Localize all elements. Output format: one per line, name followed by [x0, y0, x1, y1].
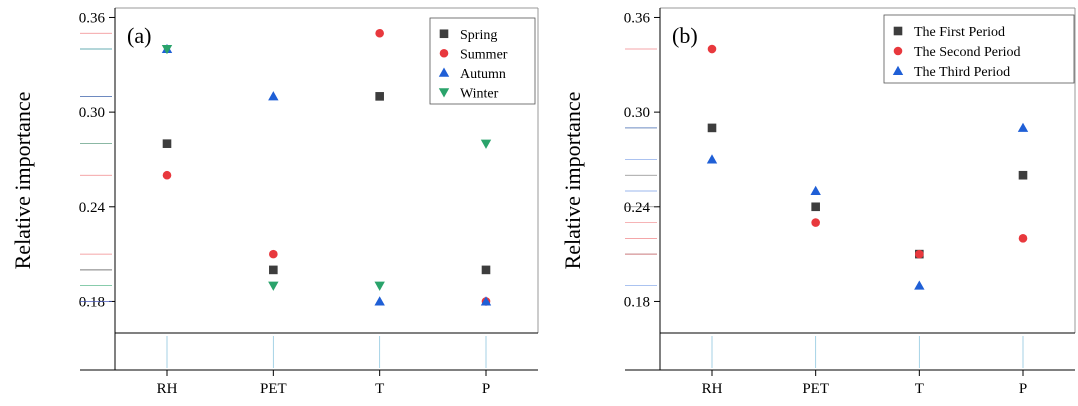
data-point — [268, 281, 279, 291]
data-point — [269, 265, 278, 275]
y-tick-label: 0.24 — [624, 200, 651, 216]
legend-marker — [439, 48, 449, 58]
y-tick-label: 0.30 — [624, 105, 650, 121]
data-point — [374, 281, 385, 291]
series-spring — [162, 92, 491, 275]
x-tick-label: RH — [157, 381, 178, 397]
y-tick-label: 0.36 — [624, 10, 651, 26]
x-tick-label: PET — [802, 381, 829, 397]
data-point — [707, 44, 717, 54]
chart-panel-2: 0.18 0.24 0.30 0.36 Relative importance RH PET… — [560, 7, 1076, 397]
data-point — [810, 185, 821, 196]
data-point — [707, 123, 717, 133]
data-point — [480, 296, 492, 306]
series-the-first-period — [707, 123, 1028, 259]
legend-marker — [892, 65, 904, 75]
data-point — [480, 139, 492, 149]
series-the-third-period — [706, 122, 1029, 290]
y-tick-label: 0.30 — [79, 105, 105, 121]
panel-label: (a) — [127, 23, 151, 48]
data-point — [1018, 170, 1028, 180]
legend-marker — [893, 26, 903, 36]
legend-marker — [893, 46, 903, 56]
x-tick-label: P — [1019, 381, 1027, 397]
data-point — [374, 296, 385, 306]
data-point — [269, 249, 278, 259]
legend-label: The First Period — [914, 25, 1005, 40]
legend-marker — [438, 88, 450, 98]
data-point — [811, 202, 820, 212]
y-axis-title: Relative importance — [10, 92, 35, 270]
data-point — [375, 92, 384, 101]
legend-box — [883, 14, 1075, 84]
data-point — [1018, 234, 1028, 243]
x-tick-label: T — [915, 381, 924, 397]
data-point — [481, 265, 491, 275]
data-point — [161, 45, 173, 55]
x-tick-label: PET — [260, 381, 287, 397]
series-winter — [161, 45, 492, 291]
legend-label: Winter — [460, 86, 499, 101]
y-axis-title: Relative importance — [560, 92, 585, 270]
y-tick-label: 0.24 — [79, 200, 106, 216]
data-point — [811, 218, 820, 227]
data-point — [706, 154, 718, 164]
legend-label: Spring — [460, 28, 497, 43]
legend-label: The Third Period — [914, 65, 1010, 80]
series-the-second-period — [707, 44, 1028, 259]
panel-label: (b) — [672, 23, 698, 48]
legend-label: The Second Period — [914, 45, 1021, 60]
y-tick-label: 0.18 — [624, 294, 650, 310]
x-tick-label: P — [482, 381, 490, 397]
legend-marker — [439, 29, 449, 39]
legend-marker — [438, 67, 450, 77]
legend-label: Summer — [460, 47, 508, 62]
y-tick-label: 0.36 — [79, 10, 106, 26]
legend-label: Autumn — [460, 67, 506, 82]
data-point — [915, 249, 924, 259]
data-point — [268, 91, 279, 101]
y-tick-label: 0.18 — [79, 294, 105, 310]
data-point — [162, 170, 172, 180]
data-point — [1017, 122, 1029, 132]
x-tick-label: T — [375, 381, 384, 397]
data-point — [375, 28, 384, 38]
data-point — [914, 280, 925, 290]
chart-panel-1: 0.18 0.24 0.30 0.36 Relative importance RH PET… — [10, 7, 539, 397]
data-point — [162, 139, 172, 148]
x-tick-label: RH — [702, 381, 723, 397]
